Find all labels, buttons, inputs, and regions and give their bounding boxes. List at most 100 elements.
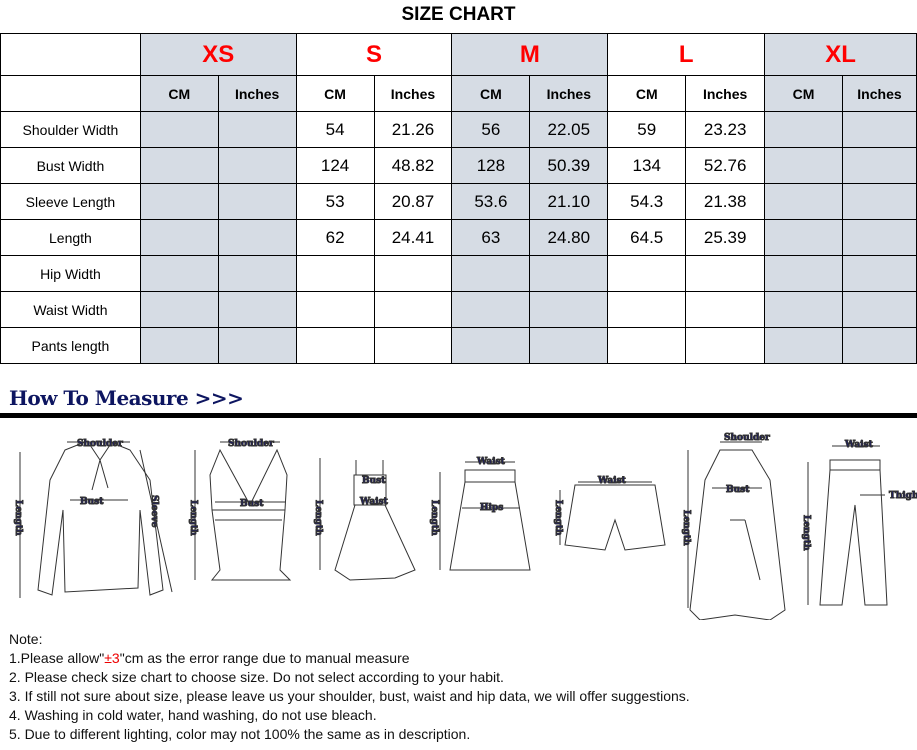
table-cell	[139, 183, 219, 220]
size-header-row: XS S M L XL	[0, 33, 917, 76]
row-label: Bust Width	[0, 147, 141, 184]
note-1-text: 1.Please allow"	[9, 650, 105, 666]
table-cell: 54	[295, 111, 375, 148]
table-cell	[217, 327, 297, 364]
table-cell	[764, 255, 843, 292]
table-cell	[373, 327, 453, 364]
table-cell	[529, 327, 609, 364]
tank-top-diagram: Shoulder Bust Length	[188, 439, 292, 581]
note-3: 3. If still not sure about size, please …	[9, 688, 690, 704]
bust-label: Bust	[80, 497, 104, 507]
table-cell	[373, 291, 453, 328]
table-cell: 24.80	[529, 219, 609, 256]
table-cell	[607, 327, 687, 364]
row-label: Waist Width	[0, 291, 141, 328]
unit-header: Inches	[841, 75, 917, 112]
table-row: Hip Width	[0, 255, 917, 292]
table-cell	[217, 219, 297, 256]
table-cell	[841, 219, 917, 256]
table-cell: 63	[451, 219, 531, 256]
table-cell	[217, 255, 297, 292]
table-cell	[685, 327, 766, 364]
unit-header: Inches	[373, 75, 453, 112]
table-cell: 56	[451, 111, 531, 148]
note-1-tolerance: ±3	[104, 650, 120, 666]
table-cell	[139, 327, 219, 364]
table-cell: 22.05	[529, 111, 609, 148]
unit-header: CM	[451, 75, 531, 112]
note-1-text-end: "cm as the error range due to manual mea…	[119, 650, 410, 666]
note-2: 2. Please check size chart to choose siz…	[9, 669, 504, 685]
table-cell: 25.39	[685, 219, 766, 256]
table-cell	[451, 327, 531, 364]
shorts-diagram: Waist Length	[553, 476, 666, 551]
table-cell	[685, 255, 766, 292]
unit-header: Inches	[529, 75, 609, 112]
table-cell	[685, 291, 766, 328]
table-cell: 24.41	[373, 219, 453, 256]
unit-header: CM	[295, 75, 375, 112]
table-cell	[607, 255, 687, 292]
bust-label: Bust	[362, 476, 386, 486]
table-cell: 134	[607, 147, 687, 184]
table-cell: 50.39	[529, 147, 609, 184]
table-cell: 21.10	[529, 183, 609, 220]
coat-diagram: Shoulder Bust Length	[681, 433, 786, 620]
table-cell	[529, 291, 609, 328]
waist-label: Waist	[844, 440, 874, 450]
table-cell	[217, 291, 297, 328]
blouse-diagram: Shoulder Bust Sleeve Length	[13, 439, 173, 598]
size-header-xs: XS	[139, 33, 297, 76]
row-label: Pants length	[0, 327, 141, 364]
table-cell	[841, 147, 917, 184]
length-label: Length	[429, 500, 439, 536]
table-cell	[764, 111, 843, 148]
note-5: 5. Due to different lighting, color may …	[9, 726, 471, 742]
waist-label: Waist	[359, 497, 389, 507]
unit-header: Inches	[685, 75, 766, 112]
table-cell	[139, 291, 219, 328]
table-cell	[841, 255, 917, 292]
length-label: Length	[188, 500, 198, 536]
table-cell	[764, 147, 843, 184]
table-cell: 53	[295, 183, 375, 220]
table-cell	[217, 183, 297, 220]
row-label: Shoulder Width	[0, 111, 141, 148]
table-cell	[373, 255, 453, 292]
skirt-diagram: Waist Hips Length	[429, 457, 531, 571]
table-cell: 128	[451, 147, 531, 184]
table-cell	[841, 291, 917, 328]
table-cell	[607, 291, 687, 328]
table-cell	[139, 147, 219, 184]
size-header-l: L	[607, 33, 766, 76]
table-cell: 54.3	[607, 183, 687, 220]
waist-label: Waist	[476, 457, 506, 467]
table-row: Bust Width 124 48.82 128 50.39 134 52.76	[0, 147, 917, 184]
corner-cell	[0, 75, 141, 112]
pants-diagram: Waist Thigh Length	[801, 440, 917, 606]
shoulder-label: Shoulder	[228, 439, 274, 449]
table-cell: 124	[295, 147, 375, 184]
row-label: Sleeve Length	[0, 183, 141, 220]
table-cell	[217, 147, 297, 184]
unit-header: CM	[607, 75, 687, 112]
page-title: SIZE CHART	[401, 4, 516, 25]
unit-header: CM	[764, 75, 843, 112]
table-cell: 64.5	[607, 219, 687, 256]
row-label: Hip Width	[0, 255, 141, 292]
hips-label: Hips	[480, 503, 503, 513]
table-cell	[451, 291, 531, 328]
unit-header: CM	[139, 75, 219, 112]
notes-heading: Note:	[9, 631, 43, 647]
table-cell	[295, 327, 375, 364]
table-row: Shoulder Width 54 21.26 56 22.05 59 23.23	[0, 111, 917, 148]
length-label: Length	[553, 500, 563, 536]
table-cell	[841, 111, 917, 148]
table-row: Pants length	[0, 327, 917, 364]
dress-diagram: Bust Waist Length	[313, 458, 416, 581]
table-cell	[217, 111, 297, 148]
table-row: Waist Width	[0, 291, 917, 328]
note-1: 1.Please allow"±3"cm as the error range …	[9, 649, 690, 668]
table-cell	[764, 219, 843, 256]
table-cell	[764, 327, 843, 364]
